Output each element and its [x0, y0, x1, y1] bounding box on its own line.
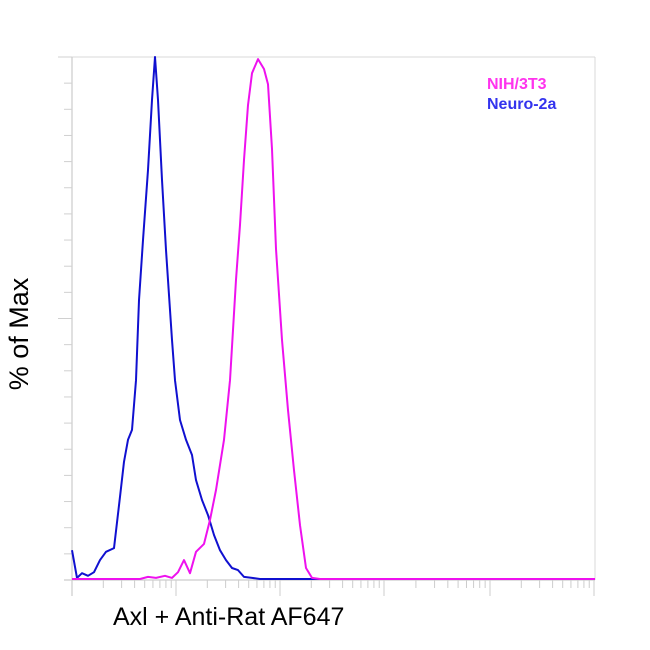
plot-frame	[64, 56, 596, 596]
histogram-series	[71, 56, 595, 580]
y-axis-label: % of Max	[4, 277, 34, 391]
y-axis-ticks	[58, 56, 72, 555]
series-line-nih-3t3	[72, 58, 595, 580]
series-line-neuro-2a	[71, 56, 595, 580]
legend-item-nih3t3: NIH/3T3	[487, 76, 547, 93]
x-axis-ticks	[71, 580, 595, 596]
legend: NIH/3T3 Neuro-2a	[487, 75, 556, 115]
legend-item-neuro2a: Neuro-2a	[487, 96, 557, 113]
x-axis-label: Axl + Anti-Rat AF647	[113, 603, 345, 631]
